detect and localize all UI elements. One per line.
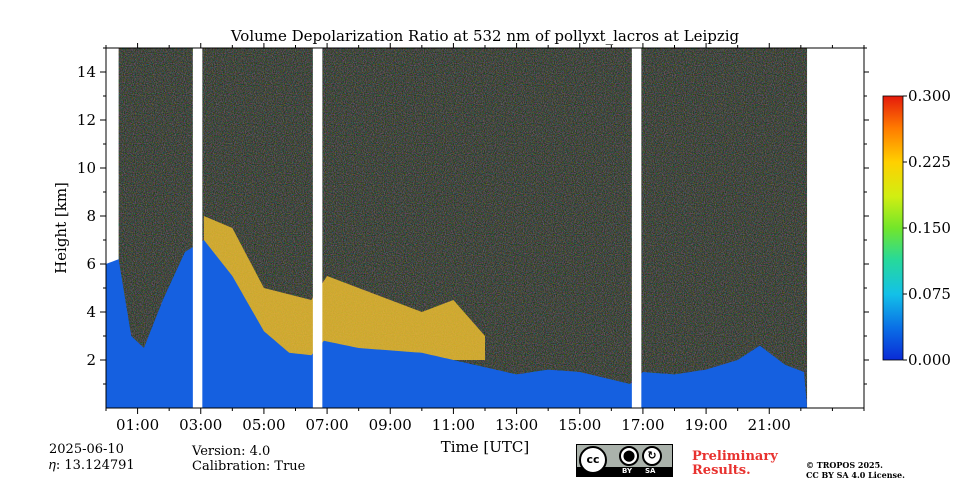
x-tick-label: 11:00 bbox=[432, 416, 475, 434]
x-tick-label: 21:00 bbox=[748, 416, 791, 434]
cc-badge-strip bbox=[577, 467, 672, 476]
x-axis: 01:00 03:00 05:00 07:00 09:00 11:00 13:00 15:00… bbox=[105, 43, 865, 434]
x-tick-label: 03:00 bbox=[179, 416, 222, 434]
boundary-layer-area bbox=[106, 240, 808, 408]
colorbar-tick-label: 0.000 bbox=[908, 351, 951, 369]
colorbar-tick-label: 0.300 bbox=[908, 87, 951, 105]
date-text: 2025-06-10 bbox=[49, 442, 124, 457]
preliminary-line-2: Results. bbox=[692, 463, 751, 478]
preliminary-line-1: Preliminary bbox=[692, 449, 778, 464]
version-text: Version: 4.0 bbox=[192, 444, 271, 459]
y-tick-label: 10 bbox=[77, 159, 96, 177]
y-axis: 2 4 6 8 10 12 14 bbox=[77, 47, 869, 385]
y-tick-label: 2 bbox=[86, 351, 96, 369]
calibration-text: Calibration: True bbox=[192, 459, 306, 474]
x-tick-label: 01:00 bbox=[116, 416, 159, 434]
chart-title: Volume Depolarization Ratio at 532 nm of… bbox=[230, 27, 740, 45]
attribution-icon: ⬤ bbox=[619, 446, 639, 466]
colorbar-ticks: 0.000 0.075 0.150 0.225 0.300 bbox=[903, 87, 951, 369]
y-tick-label: 4 bbox=[86, 303, 96, 321]
y-tick-label: 14 bbox=[77, 63, 96, 81]
x-tick-label: 05:00 bbox=[242, 416, 285, 434]
colorbar-tick-label: 0.150 bbox=[908, 219, 951, 237]
y-tick-label: 6 bbox=[86, 255, 96, 273]
share-alike-icon: ↻ bbox=[642, 446, 662, 466]
x-tick-label: 19:00 bbox=[684, 416, 727, 434]
colorbar-tick-label: 0.225 bbox=[908, 153, 951, 171]
x-tick-label: 15:00 bbox=[558, 416, 601, 434]
x-axis-label: Time [UTC] bbox=[441, 438, 530, 456]
license-text: CC BY SA 4.0 License. bbox=[806, 470, 905, 480]
data-gap-3 bbox=[631, 48, 642, 408]
colorbar-tick-label: 0.075 bbox=[908, 285, 951, 303]
x-tick-label: 09:00 bbox=[369, 416, 412, 434]
x-tick-label: 13:00 bbox=[495, 416, 538, 434]
x-tick-label: 17:00 bbox=[621, 416, 664, 434]
cc-sa-label: SA bbox=[645, 467, 656, 475]
x-tick-label: 07:00 bbox=[305, 416, 348, 434]
data-gap-end bbox=[857, 48, 864, 408]
data-gap-1 bbox=[192, 48, 203, 408]
copyright-text: © TROPOS 2025. bbox=[806, 460, 883, 470]
aerosol-layer-area bbox=[203, 216, 486, 360]
y-tick-label: 12 bbox=[77, 111, 96, 129]
colorbar bbox=[882, 95, 904, 361]
eta-text: 𝜂: 13.124791 bbox=[49, 458, 135, 473]
y-axis-label: Height [km] bbox=[52, 182, 70, 274]
data-gap-4 bbox=[807, 48, 820, 408]
y-tick-label: 8 bbox=[86, 207, 96, 225]
data-gap-2 bbox=[312, 48, 323, 408]
cc-license-badge: cc ⬤ ↻ BY SA bbox=[576, 444, 673, 477]
cc-logo-icon: cc bbox=[579, 446, 607, 474]
plot-content bbox=[106, 48, 864, 408]
cc-by-label: BY bbox=[622, 467, 633, 475]
